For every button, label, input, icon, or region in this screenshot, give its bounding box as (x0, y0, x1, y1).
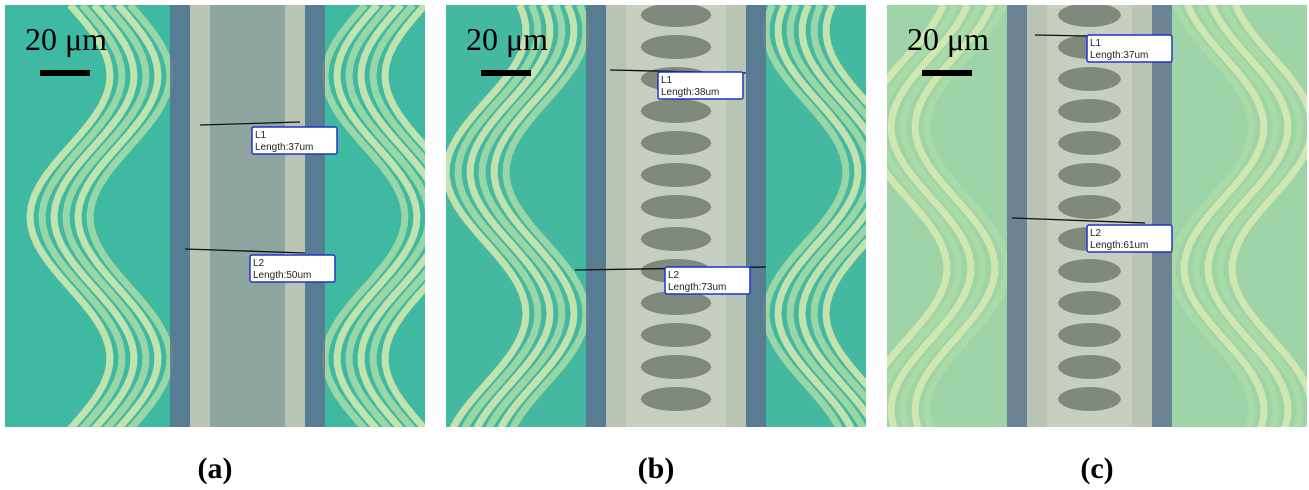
dot (641, 323, 711, 347)
scale-bar (922, 70, 972, 76)
scale-label: 20 μm (25, 21, 107, 57)
dot (641, 227, 711, 251)
dot (1058, 99, 1121, 123)
dot (641, 131, 711, 155)
dot (641, 195, 711, 219)
dot (641, 355, 711, 379)
caption: (a) (198, 452, 233, 485)
measure-name: L2 (668, 270, 680, 281)
measure-name: L1 (1090, 38, 1102, 49)
dot (1058, 323, 1121, 347)
dot (1058, 163, 1121, 187)
measure-length: Length:38um (661, 87, 719, 98)
scale-bar (40, 70, 90, 76)
dot (641, 163, 711, 187)
dot (1058, 259, 1121, 283)
dot (1058, 387, 1121, 411)
caption: (c) (1080, 452, 1113, 485)
micrograph (867, 3, 1309, 435)
dot (641, 35, 711, 59)
measure-name: L2 (1090, 228, 1102, 239)
measure-name: L1 (255, 130, 267, 141)
measure-length: Length:61um (1090, 240, 1148, 251)
measure-length: Length:50um (253, 270, 311, 281)
trace-core (210, 5, 285, 427)
scale-bar (481, 70, 531, 76)
micrograph (5, 5, 465, 435)
caption: (b) (638, 452, 675, 485)
measure-name: L2 (253, 258, 265, 269)
measure-name: L1 (661, 75, 673, 86)
dot (1058, 3, 1121, 27)
dot (1058, 355, 1121, 379)
dot (641, 99, 711, 123)
dot (1058, 195, 1121, 219)
dot (1058, 67, 1121, 91)
measure-length: Length:73um (668, 282, 726, 293)
figure: 20 μmL1Length:37umL2Length:50um(a)20 μmL… (0, 0, 1309, 490)
dot (641, 387, 711, 411)
dot (1058, 291, 1121, 315)
scale-label: 20 μm (466, 21, 548, 57)
dot (1058, 131, 1121, 155)
measure-length: Length:37um (255, 142, 313, 153)
scale-label: 20 μm (907, 21, 989, 57)
micrograph (446, 3, 906, 435)
measure-length: Length:37um (1090, 50, 1148, 61)
dot (641, 3, 711, 27)
